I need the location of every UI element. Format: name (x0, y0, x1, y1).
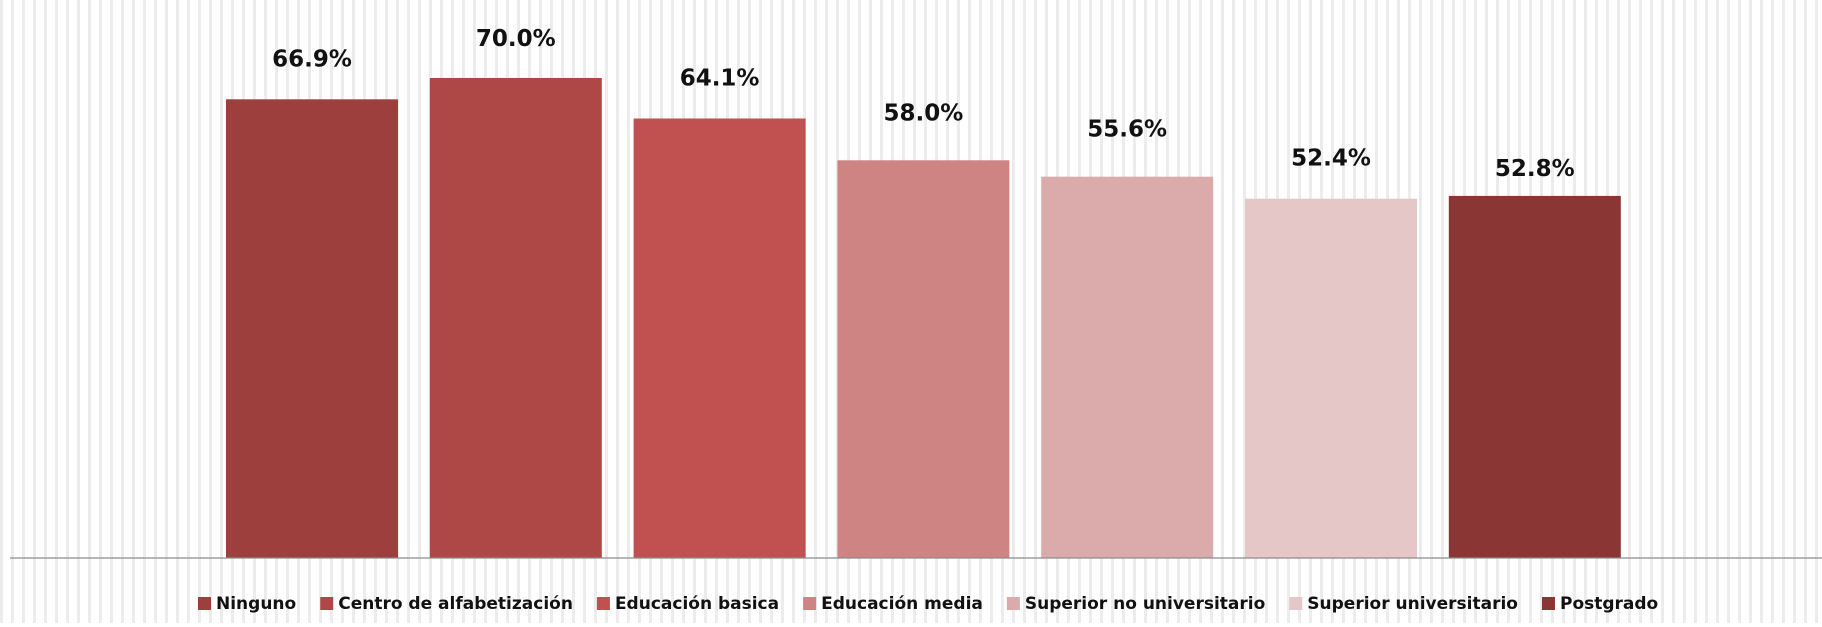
legend-label: Educación media (821, 594, 983, 614)
bar-superior-no-universitario (1041, 176, 1214, 558)
bar-educacion-basica (633, 118, 806, 558)
legend-swatch (596, 597, 610, 610)
legend-swatch (198, 597, 211, 610)
data-label-educacion-basica: 64.1% (680, 66, 760, 92)
legend-item-superior-no-universitario: Superior no universitario (1006, 594, 1265, 614)
bar-postgrado (1448, 195, 1621, 558)
legend: Ninguno Centro de alfabetización Educación… (198, 594, 1658, 614)
data-label-educacion-media: 58.0% (884, 100, 964, 126)
legend-item-ninguno: Ninguno (198, 594, 296, 614)
legend-item-educacion-media: Educación media (803, 594, 983, 614)
legend-label: Postgrado (1560, 594, 1658, 614)
legend-swatch (1541, 597, 1555, 610)
legend-label: Educación basica (615, 594, 779, 614)
legend-swatch (1289, 597, 1303, 610)
legend-item-centro-de-alfabetizacion: Centro de alfabetización (320, 594, 573, 614)
data-label-ninguno: 66.9% (272, 46, 352, 72)
legend-label: Ninguno (216, 594, 296, 614)
data-label-superior-universitario: 52.4% (1291, 146, 1371, 172)
data-label-superior-no-universitario: 55.6% (1087, 117, 1167, 143)
legend-item-postgrado: Postgrado (1541, 594, 1658, 614)
legend-label: Centro de alfabetización (338, 594, 573, 614)
legend-label: Superior no universitario (1025, 594, 1265, 614)
bar-centro-de-alfabetizacion (429, 78, 602, 558)
bar-superior-universitario (1245, 198, 1417, 558)
legend-swatch (320, 597, 334, 610)
bars-layer: 66.9% 70.0% 64.1% 58.0% 55.6% 52.4% 52.8% (226, 26, 1621, 559)
data-label-centro-de-alfabetizacion: 70.0% (476, 26, 556, 52)
bar-ninguno (226, 99, 398, 559)
legend-swatch (1006, 597, 1020, 610)
legend-item-superior-universitario: Superior universitario (1289, 594, 1518, 614)
data-label-postgrado: 52.8% (1495, 156, 1575, 182)
legend-label: Superior universitario (1307, 594, 1518, 614)
legend-item-educacion-basica: Educación basica (596, 594, 779, 614)
bar-educacion-media (837, 160, 1010, 559)
legend-swatch (803, 597, 817, 610)
